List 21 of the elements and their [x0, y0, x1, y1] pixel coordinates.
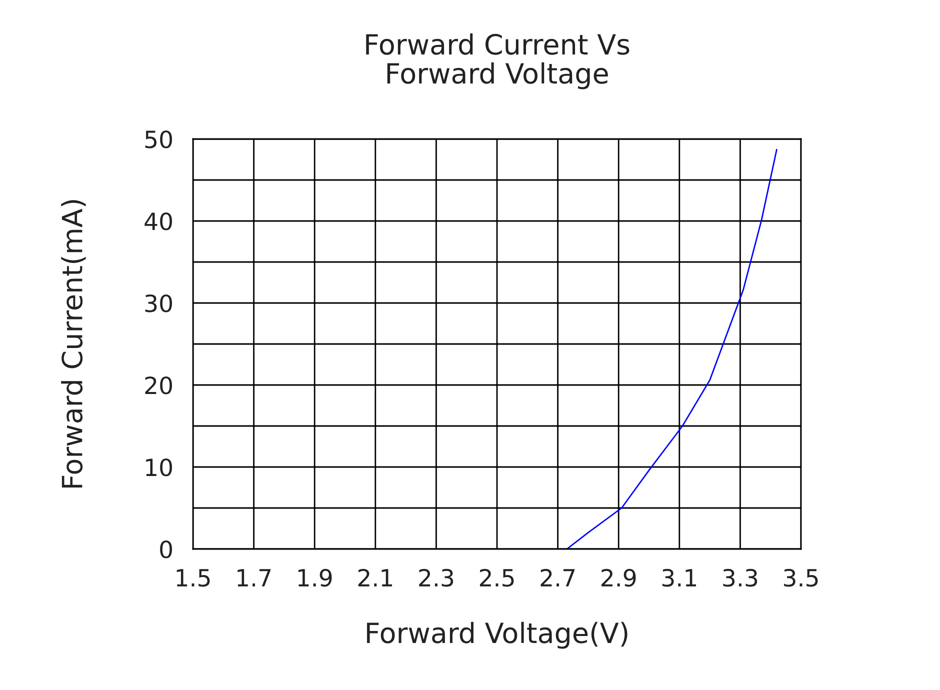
x-tick-label: 1.5 [176, 569, 210, 587]
x-tick-label: 3.5 [784, 568, 818, 587]
x-tick-label: 2.7 [540, 568, 575, 586]
y-axis-title: Forward Current(mA) [61, 200, 86, 488]
x-tick-label: 2.9 [602, 568, 636, 587]
chart-title: Forward Current Vs Forward Voltage [366, 33, 630, 90]
x-tick-label: 1.9 [298, 568, 332, 587]
x-tick-label: 1.7 [238, 569, 271, 586]
x-tick-label: 3.1 [662, 568, 696, 587]
y-tick-label: 0 [160, 540, 172, 558]
y-tick-label: 50 [145, 130, 172, 148]
y-tick-label: 30 [145, 294, 172, 312]
x-tick-label: 2.1 [358, 568, 392, 586]
y-tick-label: 10 [146, 458, 172, 476]
x-tick-label: 3.3 [723, 568, 758, 587]
y-tick-label: 20 [145, 376, 172, 394]
line-series [566, 148, 778, 549]
x-tick-label: 2.3 [419, 568, 454, 587]
x-tick-label: 2.5 [480, 568, 514, 587]
x-axis-title: Forward Voltage(V) [367, 622, 628, 649]
y-tick-label: 40 [144, 212, 172, 230]
